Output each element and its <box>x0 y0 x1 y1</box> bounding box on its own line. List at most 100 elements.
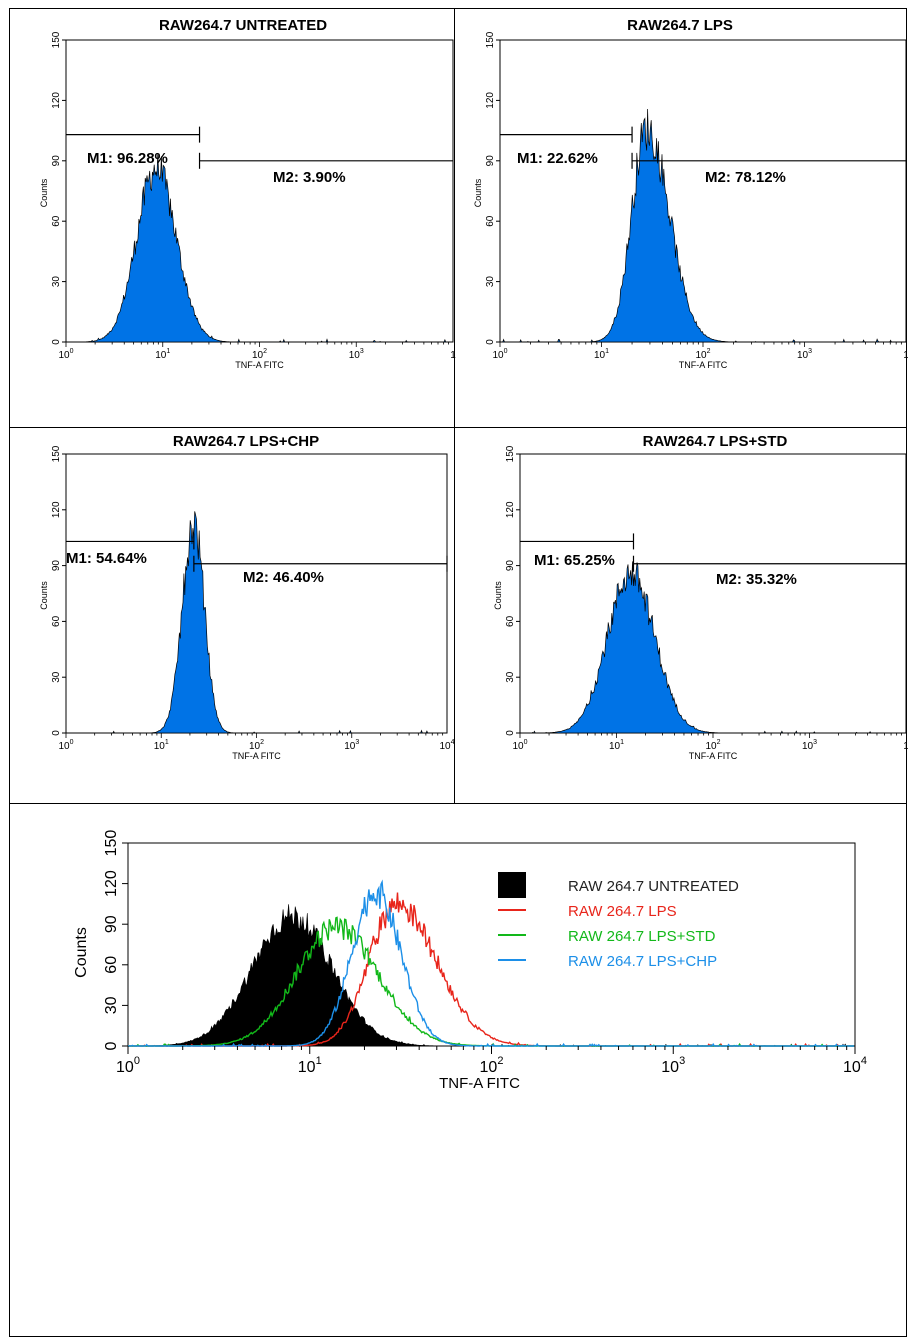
y-axis-label: Counts <box>493 581 503 610</box>
y-tick-label: 150 <box>103 830 120 857</box>
x-tick-base: 10 <box>802 741 814 752</box>
x-tick-exponent: 0 <box>504 348 508 355</box>
x-tick-label: 101 <box>298 1055 322 1076</box>
y-tick-label: 120 <box>485 92 496 109</box>
x-tick-exponent: 3 <box>808 348 812 355</box>
chart-title: RAW264.7 UNTREATED <box>159 17 327 34</box>
y-axis-label: Counts <box>73 927 90 978</box>
y-tick-label: 30 <box>485 276 496 288</box>
x-tick-base: 1 <box>903 741 908 752</box>
y-tick-label: 120 <box>51 92 62 109</box>
x-tick-base: 10 <box>349 350 361 361</box>
x-axis-label: TNF-A FITC <box>439 1075 520 1092</box>
chart-panel: RAW264.7 UNTREATED0306090120150Counts100… <box>39 17 456 370</box>
legend-swatch <box>498 872 526 898</box>
x-tick-label: 103 <box>802 739 817 752</box>
histogram-area <box>500 108 906 343</box>
x-axis-label: TNF-A FITC <box>235 360 284 370</box>
x-tick-label: 102 <box>249 739 264 752</box>
x-tick-label: 100 <box>58 739 73 752</box>
x-tick-exponent: 1 <box>605 348 609 355</box>
x-tick-base: 10 <box>154 741 166 752</box>
x-tick-base: 10 <box>492 350 504 361</box>
chart-title: RAW264.7 LPS+CHP <box>173 433 319 450</box>
y-axis-label: Counts <box>39 581 49 610</box>
x-tick-base: 10 <box>58 741 70 752</box>
gate-label: M2: 78.12% <box>705 169 786 186</box>
gate-label: M1: 96.28% <box>87 150 168 167</box>
chart-title: RAW264.7 LPS <box>627 17 733 34</box>
x-tick-base: 1 <box>903 350 908 361</box>
x-tick-exponent: 2 <box>260 739 264 746</box>
x-tick-exponent: 3 <box>679 1055 685 1067</box>
x-tick-label: 100 <box>116 1055 140 1076</box>
legend: RAW 264.7 UNTREATED RAW 264.7 LPS RAW 264.… <box>498 872 739 970</box>
x-tick-exponent: 1 <box>620 739 624 746</box>
x-tick-exponent: 3 <box>355 739 359 746</box>
gate-label: M2: 3.90% <box>273 169 346 186</box>
x-tick-base: 10 <box>298 1059 316 1076</box>
y-tick-label: 90 <box>51 155 62 167</box>
x-tick-base: 10 <box>252 350 264 361</box>
series-untreated-area <box>128 904 855 1047</box>
y-tick-label: 90 <box>505 560 516 572</box>
x-tick-base: 10 <box>695 350 707 361</box>
y-tick-label: 60 <box>51 615 62 627</box>
x-tick-base: 1 <box>450 350 456 361</box>
y-tick-label: 150 <box>51 31 62 48</box>
x-tick-base: 10 <box>797 350 809 361</box>
x-tick-label: 100 <box>58 348 73 361</box>
x-tick-label: 104 <box>439 739 454 752</box>
x-tick-base: 10 <box>609 741 621 752</box>
plot-frame <box>519 453 907 734</box>
y-tick-label: 150 <box>51 445 62 462</box>
x-axis-label: TNF-A FITC <box>689 751 738 761</box>
plot-frame <box>499 39 907 343</box>
y-tick-label: 150 <box>485 31 496 48</box>
x-tick-label: 102 <box>480 1055 504 1076</box>
y-tick-label: 90 <box>485 155 496 167</box>
x-tick-label: 102 <box>705 739 720 752</box>
legend-label: RAW 264.7 LPS+STD <box>568 928 716 945</box>
x-tick-label: 1 <box>903 741 908 752</box>
x-tick-base: 10 <box>439 741 451 752</box>
x-tick-base: 10 <box>594 350 606 361</box>
x-tick-label: 100 <box>512 739 527 752</box>
gate-label: M2: 35.32% <box>716 571 797 588</box>
x-axis-label: TNF-A FITC <box>232 751 281 761</box>
x-tick-exponent: 0 <box>70 739 74 746</box>
x-tick-label: 102 <box>695 348 710 361</box>
legend-label: RAW 264.7 LPS <box>568 903 677 920</box>
x-tick-base: 10 <box>344 741 356 752</box>
x-tick-label: 101 <box>609 739 624 752</box>
y-tick-label: 60 <box>485 215 496 227</box>
x-tick-label: 104 <box>843 1055 867 1076</box>
x-tick-base: 10 <box>58 350 70 361</box>
x-tick-label: 103 <box>344 739 359 752</box>
x-tick-label: 103 <box>797 348 812 361</box>
x-tick-base: 10 <box>705 741 717 752</box>
x-tick-base: 10 <box>843 1059 861 1076</box>
histogram-area <box>520 561 906 734</box>
y-tick-label: 60 <box>103 956 120 974</box>
gate-label: M1: 65.25% <box>534 552 615 569</box>
y-tick-label: 120 <box>51 501 62 518</box>
chart-title: RAW264.7 LPS+STD <box>643 433 788 450</box>
y-tick-label: 30 <box>103 996 120 1014</box>
x-tick-exponent: 2 <box>707 348 711 355</box>
y-tick-label: 150 <box>505 445 516 462</box>
y-axis-label: Counts <box>39 178 49 207</box>
x-tick-exponent: 4 <box>451 739 455 746</box>
histogram-area <box>66 511 447 734</box>
x-tick-base: 10 <box>661 1059 679 1076</box>
gate-label: M2: 46.40% <box>243 569 324 586</box>
x-tick-label: 103 <box>349 348 364 361</box>
legend-label: RAW 264.7 LPS+CHP <box>568 953 717 970</box>
histogram-area <box>66 153 453 343</box>
gate-label: M1: 22.62% <box>517 150 598 167</box>
